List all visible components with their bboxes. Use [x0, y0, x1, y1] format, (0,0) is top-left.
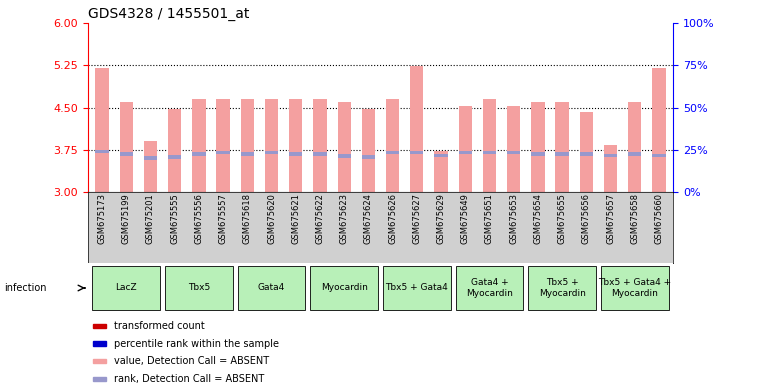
Bar: [119, 102, 133, 192]
Text: rank, Detection Call = ABSENT: rank, Detection Call = ABSENT: [114, 374, 264, 384]
Bar: [168, 109, 181, 192]
Text: GSM675656: GSM675656: [582, 194, 591, 245]
Bar: [240, 152, 254, 156]
Bar: [456, 266, 524, 310]
Text: GSM675660: GSM675660: [654, 194, 664, 245]
Bar: [580, 152, 593, 156]
Text: GSM675618: GSM675618: [243, 194, 252, 245]
Text: GSM675658: GSM675658: [630, 194, 639, 245]
Bar: [193, 152, 205, 156]
Bar: [119, 152, 133, 156]
Bar: [94, 377, 107, 381]
Bar: [601, 266, 669, 310]
Bar: [507, 151, 521, 154]
Text: Gata4: Gata4: [258, 283, 285, 293]
Text: Gata4 +
Myocardin: Gata4 + Myocardin: [466, 278, 513, 298]
Text: transformed count: transformed count: [114, 321, 205, 331]
Bar: [94, 359, 107, 363]
Bar: [361, 155, 375, 159]
Text: GSM675620: GSM675620: [267, 194, 276, 244]
Text: GSM675621: GSM675621: [291, 194, 301, 244]
Bar: [556, 152, 568, 156]
Text: GSM675555: GSM675555: [170, 194, 179, 244]
Bar: [628, 152, 642, 156]
Bar: [95, 68, 109, 192]
Text: Tbx5 + Gata4: Tbx5 + Gata4: [385, 283, 448, 293]
Bar: [92, 266, 160, 310]
Text: Myocardin: Myocardin: [320, 283, 368, 293]
Text: GSM675657: GSM675657: [606, 194, 615, 245]
Text: GSM675201: GSM675201: [146, 194, 155, 244]
Bar: [94, 324, 107, 328]
Bar: [580, 112, 593, 192]
Bar: [95, 150, 109, 153]
Text: value, Detection Call = ABSENT: value, Detection Call = ABSENT: [114, 356, 269, 366]
Bar: [144, 156, 157, 160]
Bar: [531, 152, 545, 156]
Bar: [435, 151, 447, 192]
Bar: [383, 266, 451, 310]
Bar: [310, 266, 378, 310]
Text: GSM675654: GSM675654: [533, 194, 543, 244]
Text: GSM675173: GSM675173: [97, 194, 107, 245]
Bar: [386, 151, 400, 154]
Text: LacZ: LacZ: [116, 283, 137, 293]
Text: GSM675629: GSM675629: [437, 194, 445, 244]
Text: GSM675556: GSM675556: [194, 194, 203, 244]
Bar: [314, 99, 326, 192]
Bar: [193, 99, 205, 192]
Bar: [338, 154, 351, 158]
Text: GSM675623: GSM675623: [339, 194, 349, 245]
Bar: [361, 109, 375, 192]
Bar: [459, 106, 472, 192]
Text: GSM675627: GSM675627: [412, 194, 422, 245]
Bar: [410, 66, 423, 192]
Bar: [410, 151, 423, 154]
Text: Tbx5 + Gata4 +
Myocardin: Tbx5 + Gata4 + Myocardin: [598, 278, 671, 298]
Text: GSM675622: GSM675622: [316, 194, 324, 244]
Bar: [94, 341, 107, 346]
Text: GSM675651: GSM675651: [485, 194, 494, 244]
Bar: [289, 152, 302, 156]
Bar: [265, 99, 279, 192]
Text: GDS4328 / 1455501_at: GDS4328 / 1455501_at: [88, 7, 249, 21]
Bar: [237, 266, 305, 310]
Bar: [628, 102, 642, 192]
Bar: [482, 99, 496, 192]
Bar: [482, 151, 496, 154]
Bar: [265, 151, 279, 154]
Text: GSM675624: GSM675624: [364, 194, 373, 244]
Text: percentile rank within the sample: percentile rank within the sample: [114, 339, 279, 349]
Text: Tbx5 +
Myocardin: Tbx5 + Myocardin: [539, 278, 585, 298]
Bar: [652, 68, 666, 192]
Bar: [338, 102, 351, 192]
Bar: [165, 266, 233, 310]
Bar: [289, 99, 302, 192]
Bar: [459, 151, 472, 154]
Text: GSM675655: GSM675655: [558, 194, 567, 244]
Bar: [528, 266, 596, 310]
Bar: [531, 102, 545, 192]
Bar: [556, 102, 568, 192]
Bar: [144, 141, 157, 192]
Text: GSM675199: GSM675199: [122, 194, 131, 244]
Text: GSM675649: GSM675649: [460, 194, 470, 244]
Text: GSM675653: GSM675653: [509, 194, 518, 245]
Bar: [216, 99, 230, 192]
Bar: [168, 155, 181, 159]
Bar: [652, 154, 666, 157]
Bar: [386, 99, 400, 192]
Text: Tbx5: Tbx5: [188, 283, 210, 293]
Bar: [435, 154, 447, 157]
Bar: [507, 106, 521, 192]
Text: infection: infection: [4, 283, 46, 293]
Bar: [314, 152, 326, 156]
Bar: [604, 154, 617, 157]
Bar: [240, 99, 254, 192]
Text: GSM675626: GSM675626: [388, 194, 397, 245]
Bar: [216, 151, 230, 154]
Text: GSM675557: GSM675557: [218, 194, 228, 244]
Bar: [604, 145, 617, 192]
